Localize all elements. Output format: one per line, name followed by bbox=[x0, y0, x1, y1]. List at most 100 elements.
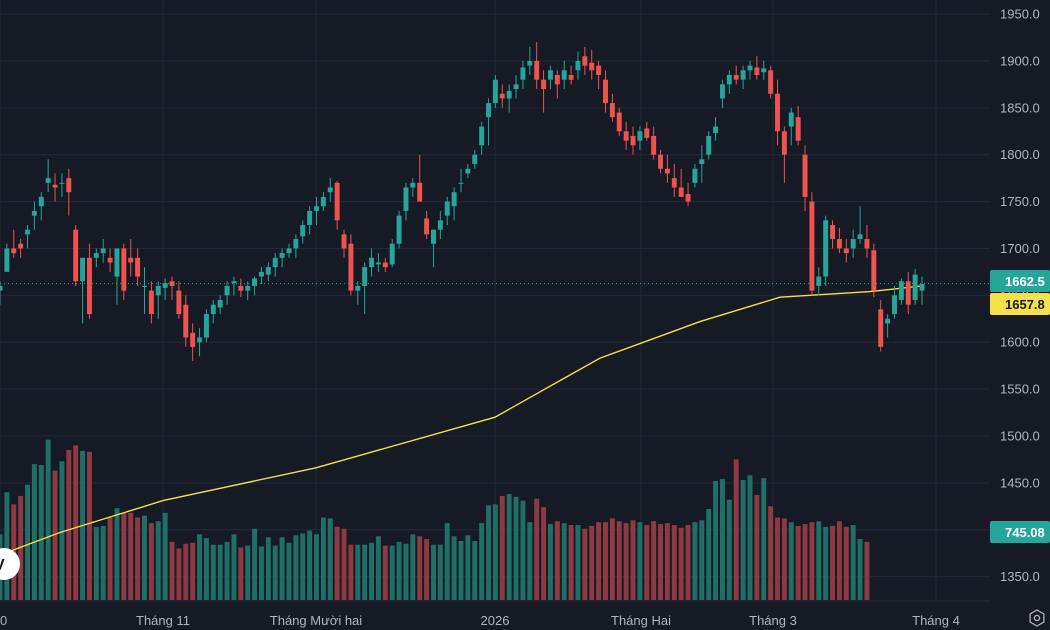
candle bbox=[775, 79, 780, 146]
candle bbox=[437, 210, 443, 240]
candle bbox=[658, 150, 664, 174]
candle-body bbox=[809, 201, 815, 291]
candle bbox=[885, 314, 891, 338]
time-axis[interactable]: 10 Tháng 11 Tháng Mười hai 2026 Tháng Hai Thá… bbox=[0, 613, 960, 628]
volume-bar bbox=[637, 522, 643, 600]
candle-body bbox=[713, 126, 719, 134]
candle-body bbox=[623, 131, 629, 141]
volume-bar bbox=[596, 522, 602, 600]
candle-body bbox=[410, 182, 416, 188]
volume-bar bbox=[788, 522, 794, 600]
y-tick-label: 1750.0 bbox=[1000, 194, 1040, 209]
volume-bar bbox=[300, 533, 306, 600]
candle-body bbox=[148, 290, 154, 315]
candle-body bbox=[843, 248, 849, 254]
candle bbox=[252, 276, 258, 296]
candle bbox=[327, 178, 333, 202]
candle bbox=[809, 192, 815, 296]
volume-bar bbox=[369, 542, 375, 600]
ma-badge bbox=[990, 293, 1050, 315]
candle bbox=[375, 253, 381, 272]
candle bbox=[341, 229, 347, 258]
volume-bar bbox=[148, 523, 154, 600]
settings-gear-icon[interactable] bbox=[1029, 609, 1045, 627]
candle bbox=[424, 210, 430, 240]
candle-body bbox=[52, 184, 58, 188]
candle bbox=[589, 49, 595, 80]
price-badge bbox=[990, 270, 1050, 292]
y-tick-label: 1900.0 bbox=[1000, 53, 1040, 68]
candle-body bbox=[293, 239, 299, 249]
candle bbox=[561, 60, 567, 90]
candle bbox=[128, 239, 134, 277]
candle-body bbox=[534, 60, 540, 80]
candle-body bbox=[850, 239, 856, 249]
candle bbox=[568, 65, 574, 85]
candle-body bbox=[816, 276, 822, 286]
candle bbox=[754, 56, 760, 80]
y-tick-label: 1350.0 bbox=[1000, 569, 1040, 584]
candle-body bbox=[38, 196, 44, 207]
candle bbox=[747, 60, 753, 80]
candle-body bbox=[733, 75, 739, 80]
candle bbox=[11, 229, 17, 258]
volume-bar bbox=[4, 492, 10, 600]
volume-bar bbox=[609, 518, 615, 600]
candle bbox=[121, 243, 127, 300]
volume-bar bbox=[258, 546, 264, 600]
ma-badge-label: 1657.8 bbox=[1005, 297, 1045, 312]
candle bbox=[52, 173, 58, 202]
volume-bar bbox=[775, 517, 780, 600]
candle bbox=[534, 42, 540, 90]
candle-body bbox=[437, 220, 443, 230]
volume-bar bbox=[355, 544, 361, 600]
candle bbox=[334, 180, 340, 230]
candle bbox=[444, 196, 450, 225]
candle bbox=[38, 192, 44, 221]
volume-bar bbox=[843, 526, 849, 600]
candle bbox=[499, 84, 505, 108]
candle bbox=[740, 65, 746, 90]
candle-body bbox=[637, 131, 643, 141]
volume-bar bbox=[279, 537, 285, 600]
candle bbox=[18, 239, 24, 258]
volume-bar bbox=[210, 544, 216, 600]
candle bbox=[203, 309, 209, 343]
candle-body bbox=[424, 218, 430, 235]
candle-body bbox=[128, 257, 134, 263]
candle bbox=[788, 107, 794, 146]
candle bbox=[307, 206, 313, 235]
candle-body bbox=[279, 253, 285, 258]
candle bbox=[107, 248, 113, 272]
candle-body bbox=[486, 103, 491, 118]
candle bbox=[217, 295, 223, 315]
candle bbox=[685, 182, 691, 207]
candle-body bbox=[726, 75, 732, 85]
volume-bar bbox=[66, 450, 72, 600]
volume-bar bbox=[437, 544, 443, 600]
x-axis-label: Tháng Mười hai bbox=[270, 613, 362, 628]
candle-body bbox=[527, 60, 533, 66]
volume-bar bbox=[781, 518, 787, 600]
candle bbox=[80, 257, 86, 324]
candle bbox=[458, 168, 464, 193]
volume-bar bbox=[616, 521, 622, 600]
candle bbox=[733, 65, 739, 85]
candle-body bbox=[898, 281, 904, 300]
candle bbox=[486, 98, 491, 146]
candle bbox=[279, 248, 285, 268]
candle-body bbox=[231, 281, 237, 284]
candle bbox=[66, 168, 72, 216]
candle-body bbox=[754, 67, 760, 75]
candle bbox=[830, 220, 836, 249]
volume-bar bbox=[107, 517, 113, 600]
candle-body bbox=[885, 318, 891, 324]
candle-body bbox=[479, 126, 485, 146]
candle-body bbox=[836, 239, 842, 249]
candle bbox=[73, 225, 79, 286]
volume-bar bbox=[424, 539, 430, 600]
candle bbox=[664, 154, 670, 183]
candle bbox=[644, 121, 650, 141]
candle bbox=[431, 229, 436, 268]
